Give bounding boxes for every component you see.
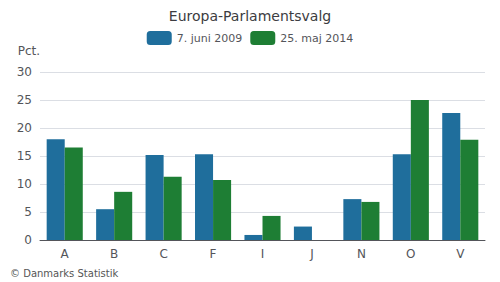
svg-text:30: 30 xyxy=(17,65,32,79)
svg-text:7. juni 2009: 7. juni 2009 xyxy=(177,32,243,45)
svg-text:V: V xyxy=(456,247,465,261)
svg-text:25: 25 xyxy=(17,93,32,107)
svg-text:25. maj 2014: 25. maj 2014 xyxy=(280,32,353,45)
svg-text:Europa-Parlamentsvalg: Europa-Parlamentsvalg xyxy=(169,8,331,24)
svg-text:20: 20 xyxy=(17,121,32,135)
svg-text:F: F xyxy=(210,247,217,261)
svg-text:Pct.: Pct. xyxy=(18,44,40,58)
svg-text:B: B xyxy=(110,247,118,261)
svg-text:O: O xyxy=(406,247,415,261)
svg-text:0: 0 xyxy=(24,233,32,247)
svg-text:10: 10 xyxy=(17,177,32,191)
svg-text:5: 5 xyxy=(24,205,32,219)
svg-text:© Danmarks Statistik: © Danmarks Statistik xyxy=(10,268,119,279)
svg-text:15: 15 xyxy=(17,149,32,163)
svg-text:I: I xyxy=(261,247,265,261)
svg-text:A: A xyxy=(61,247,70,261)
svg-text:C: C xyxy=(159,247,167,261)
svg-text:J: J xyxy=(309,247,314,261)
svg-text:N: N xyxy=(357,247,366,261)
